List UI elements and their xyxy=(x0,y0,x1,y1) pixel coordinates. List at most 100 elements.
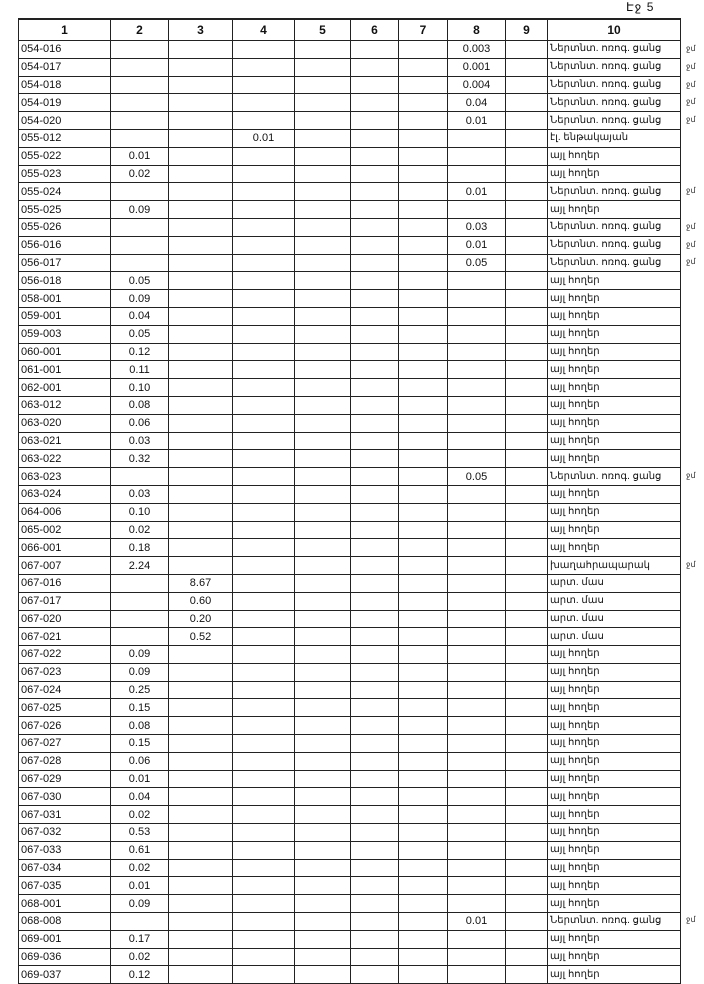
area-cell-col3 xyxy=(168,929,233,949)
area-cell-col8 xyxy=(447,200,506,219)
area-cell-col6 xyxy=(350,467,399,486)
area-cell-col2 xyxy=(110,75,169,95)
table-row: 067-035 0.01 այլ հողեր xyxy=(18,876,681,896)
margin-note: ջմ xyxy=(686,186,696,196)
area-cell-col4 xyxy=(232,449,295,469)
area-cell-col6 xyxy=(350,627,399,647)
area-cell-col5 xyxy=(294,698,351,718)
area-cell-col7 xyxy=(398,751,448,771)
parcel-code-cell: 054-019 xyxy=(18,93,111,113)
area-cell-col3: 0.60 xyxy=(168,591,233,611)
area-cell-col7 xyxy=(398,840,448,860)
area-cell-col9 xyxy=(505,520,548,540)
area-cell-col9 xyxy=(505,378,548,397)
area-cell-col2: 0.01 xyxy=(110,146,169,166)
column-header-6: 6 xyxy=(350,18,399,41)
area-cell-col4 xyxy=(232,111,295,130)
area-cell-col8 xyxy=(447,306,506,326)
area-cell-col3 xyxy=(168,912,233,931)
parcel-code-cell: 069-001 xyxy=(18,929,111,949)
area-cell-col8 xyxy=(447,787,506,807)
area-cell-col4 xyxy=(232,40,295,59)
area-cell-col9 xyxy=(505,591,548,611)
parcel-code-cell: 059-001 xyxy=(18,306,111,326)
area-cell-col3 xyxy=(168,93,233,113)
area-cell-col2: 0.03 xyxy=(110,431,169,451)
table-row: 067-007 2.24 խաղահրապարակ xyxy=(18,556,681,575)
area-cell-col7 xyxy=(398,965,448,984)
area-cell-col6 xyxy=(350,217,399,237)
area-cell-col4 xyxy=(232,57,295,77)
area-cell-col3 xyxy=(168,360,233,380)
area-cell-col2: 0.09 xyxy=(110,662,169,682)
land-type-cell: Ներտնտ. ոռոգ. ցանց xyxy=(547,912,681,931)
area-cell-col3 xyxy=(168,520,233,540)
area-cell-col6 xyxy=(350,840,399,860)
land-type-cell: այլ հողեր xyxy=(547,805,681,825)
area-cell-col4 xyxy=(232,289,295,308)
land-type-cell: այլ հողեր xyxy=(547,716,681,736)
area-cell-col9 xyxy=(505,947,548,967)
table-row: 069-001 0.17 այլ հողեր xyxy=(18,929,681,949)
area-cell-col8 xyxy=(447,716,506,736)
area-cell-col8 xyxy=(447,573,506,593)
area-cell-col5 xyxy=(294,929,351,949)
area-cell-col5 xyxy=(294,146,351,166)
table-row: 054-017 0.001 Ներտնտ. ոռոգ. ցանց xyxy=(18,57,681,77)
area-cell-col7 xyxy=(398,929,448,949)
area-cell-col9 xyxy=(505,538,548,558)
area-cell-col5 xyxy=(294,289,351,308)
area-cell-col7 xyxy=(398,164,448,184)
area-cell-col2: 0.08 xyxy=(110,395,169,415)
area-cell-col4 xyxy=(232,75,295,95)
area-cell-col6 xyxy=(350,253,399,273)
table-row: 063-021 0.03 այլ հողեր xyxy=(18,431,681,451)
table-row: 067-026 0.08 այլ հողեր xyxy=(18,716,681,736)
area-cell-col2 xyxy=(110,573,169,593)
area-cell-col5 xyxy=(294,556,351,575)
area-cell-col6 xyxy=(350,75,399,95)
area-cell-col3 xyxy=(168,645,233,664)
area-cell-col5 xyxy=(294,502,351,522)
area-cell-col9 xyxy=(505,306,548,326)
area-cell-col4 xyxy=(232,876,295,896)
area-cell-col6 xyxy=(350,929,399,949)
table-row: 067-025 0.15 այլ հողեր xyxy=(18,698,681,718)
land-type-cell: այլ հողեր xyxy=(547,413,681,433)
table-row: 063-022 0.32 այլ հողեր xyxy=(18,449,681,469)
area-cell-col8 xyxy=(447,520,506,540)
area-cell-col5 xyxy=(294,164,351,184)
area-cell-col5 xyxy=(294,751,351,771)
parcel-code-cell: 055-022 xyxy=(18,146,111,166)
area-cell-col7 xyxy=(398,520,448,540)
area-cell-col6 xyxy=(350,805,399,825)
area-cell-col5 xyxy=(294,805,351,825)
area-cell-col7 xyxy=(398,787,448,807)
area-cell-col8 xyxy=(447,342,506,362)
area-cell-col7 xyxy=(398,75,448,95)
area-cell-col8: 0.04 xyxy=(447,93,506,113)
parcel-code-cell: 067-029 xyxy=(18,769,111,789)
area-cell-col2 xyxy=(110,591,169,611)
area-cell-col2: 0.06 xyxy=(110,413,169,433)
parcel-code-cell: 055-023 xyxy=(18,164,111,184)
area-cell-col4 xyxy=(232,823,295,842)
area-cell-col9 xyxy=(505,912,548,931)
land-type-cell: Ներտնտ. ոռոգ. ցանց xyxy=(547,217,681,237)
area-cell-col8 xyxy=(447,164,506,184)
area-cell-col8 xyxy=(447,413,506,433)
area-cell-col8: 0.05 xyxy=(447,467,506,486)
area-cell-col3 xyxy=(168,182,233,202)
table-row: 063-012 0.08 այլ հողեր xyxy=(18,395,681,415)
table-row: 059-001 0.04 այլ հողեր xyxy=(18,306,681,326)
area-cell-col5 xyxy=(294,591,351,611)
area-cell-col3 xyxy=(168,217,233,237)
area-cell-col9 xyxy=(505,342,548,362)
area-cell-col3 xyxy=(168,128,233,148)
table-row: 067-034 0.02 այլ հողեր xyxy=(18,858,681,878)
area-cell-col8: 0.01 xyxy=(447,235,506,255)
area-cell-col6 xyxy=(350,591,399,611)
land-type-cell: արտ. մաս xyxy=(547,591,681,611)
area-cell-col8 xyxy=(447,484,506,504)
area-cell-col7 xyxy=(398,698,448,718)
